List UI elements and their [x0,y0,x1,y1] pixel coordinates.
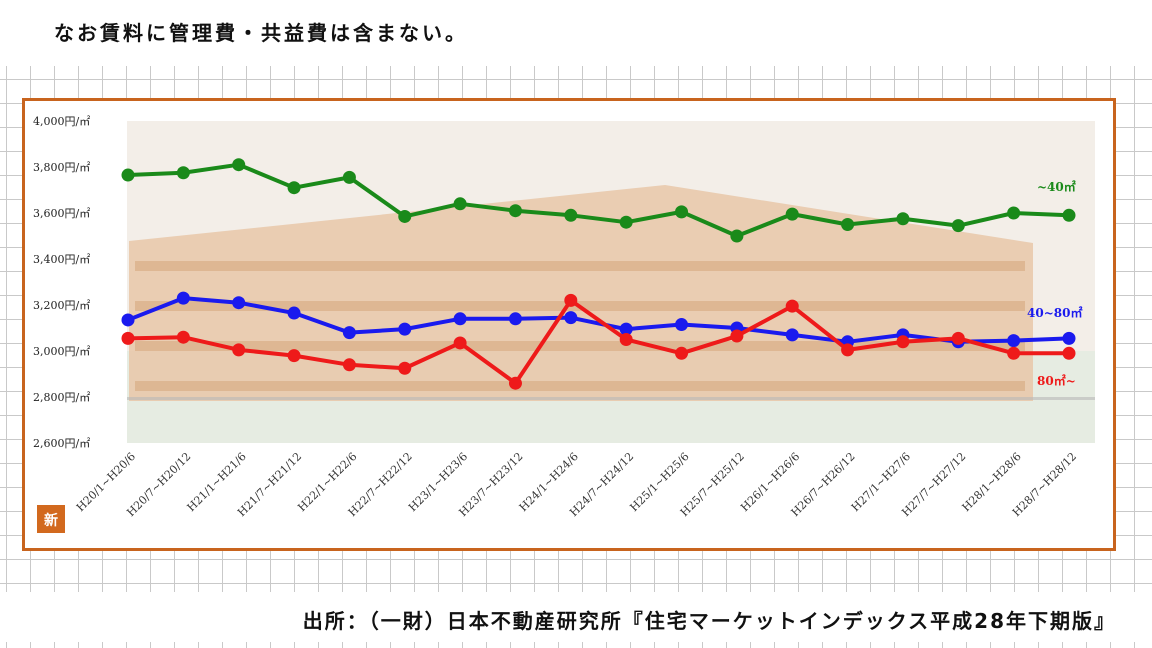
data-point [564,311,578,325]
note-banner: なお賃料に管理費・共益費は含まない。 [0,0,1152,66]
new-badge-text: 新 [44,512,58,529]
data-point [232,158,246,172]
data-point [841,218,855,231]
data-point [176,291,190,305]
data-point [951,219,965,233]
y-tick-label: 4,000円/㎡ [33,115,90,128]
source-footer: 出所：（一財）日本不動産研究所『住宅マーケットインデックス平成28年下期版』 [0,592,1152,642]
data-point [1062,208,1076,222]
photo-building-floor [135,261,1025,271]
data-point [564,293,578,307]
data-point [841,343,855,357]
new-badge [37,505,65,533]
data-point [896,212,910,226]
data-point [176,166,190,180]
data-point [232,296,246,310]
data-point [121,313,135,327]
data-point [1007,346,1021,360]
data-point [176,330,190,344]
chart-frame: 4,000円/㎡ 3,800円/㎡ 3,600円/㎡ 3,400円/㎡ 3,200円/㎡… [22,98,1116,551]
y-tick-label: 3,800円/㎡ [33,161,90,174]
data-point [342,358,356,372]
data-point [951,331,965,345]
data-point [730,229,744,243]
data-point [398,361,412,375]
data-point [675,346,689,360]
data-point [1062,346,1076,360]
data-point [785,207,799,221]
photo-fence [127,397,1095,400]
data-point [675,205,689,219]
data-point [508,204,522,218]
data-point [619,322,633,336]
y-tick-label: 2,600円/㎡ [33,437,90,450]
data-point [342,326,356,340]
data-point [453,336,467,350]
y-tick-label: 3,200円/㎡ [33,299,90,312]
photo-building-floor [135,381,1025,391]
data-point [453,197,467,211]
data-point [896,335,910,349]
data-point [287,306,301,320]
y-tick-label: 3,000円/㎡ [33,345,90,358]
rent-line-chart: 4,000円/㎡ 3,800円/㎡ 3,600円/㎡ 3,400円/㎡ 3,200円/㎡… [33,115,1095,533]
data-point [121,168,135,182]
data-point [619,215,633,229]
series-line [127,162,1070,238]
series-label: 80㎡~ [1037,373,1076,388]
data-point [287,181,301,195]
data-point [287,349,301,363]
data-point [730,329,744,343]
data-point [1007,206,1021,220]
data-point [453,312,467,326]
data-point [564,208,578,222]
series-line [127,296,1070,344]
y-tick-label: 3,600円/㎡ [33,207,90,220]
note-text: なお賃料に管理費・共益費は含まない。 [54,21,468,45]
series-label: ~40㎡ [1037,179,1076,194]
y-tick-label: 3,400円/㎡ [33,253,90,266]
data-point [619,333,633,346]
photo-building-floor [135,341,1025,351]
series-line [127,298,1069,386]
data-point [398,322,412,336]
source-text: 出所：（一財）日本不動産研究所『住宅マーケットインデックス平成28年下期版』 [302,609,1116,633]
data-point [785,299,799,313]
data-point [342,170,356,184]
data-point [1007,334,1021,348]
data-point [785,328,799,342]
data-point [508,312,522,326]
data-point [1062,331,1076,345]
data-point [675,318,689,332]
series-label: 40~80㎡ [1027,305,1082,320]
data-point [508,376,522,390]
data-point [398,209,412,223]
data-point [121,331,135,345]
y-tick-label: 2,800円/㎡ [33,391,90,404]
data-point [232,343,246,357]
